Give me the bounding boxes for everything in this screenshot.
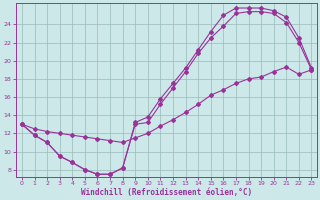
X-axis label: Windchill (Refroidissement éolien,°C): Windchill (Refroidissement éolien,°C) (81, 188, 252, 197)
